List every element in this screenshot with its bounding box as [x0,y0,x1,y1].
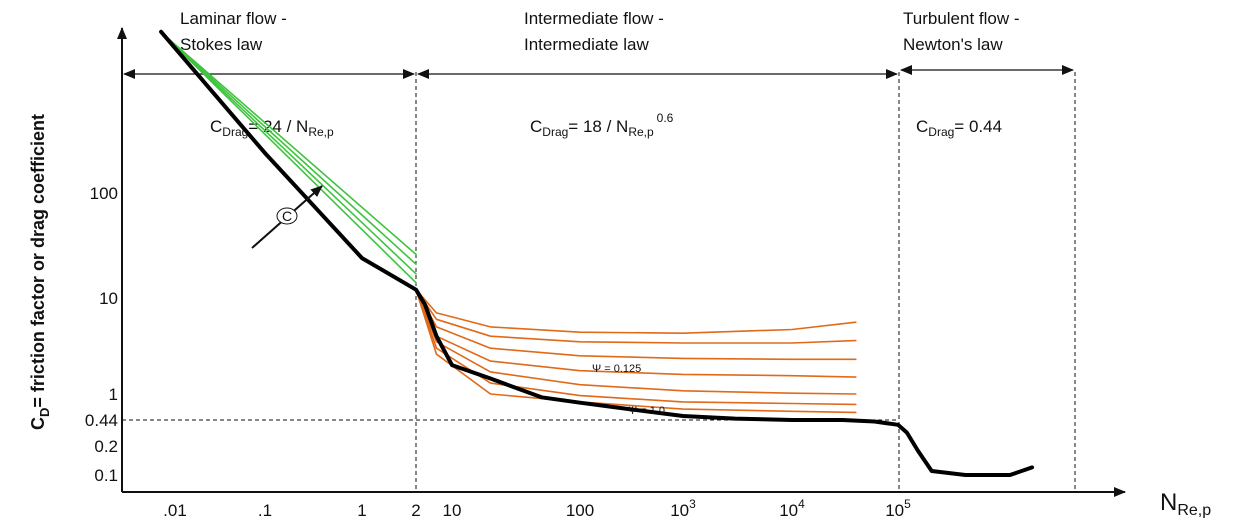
y-tick-label-4: 0.2 [94,437,118,456]
turbulent-title-line2: Newton's law [903,35,1003,54]
y-tick-label-1: 10 [99,289,118,308]
x-axis-label: NRe,p [1160,489,1211,518]
y-tick-label-3: 0.44 [85,411,118,430]
y-tick-label-2: 1 [109,385,118,404]
x-tick-label-8: 105 [885,497,911,518]
series-laminar-4 [160,31,417,256]
series-laminar-1 [160,31,417,284]
laminar-title-line1: Laminar flow - [180,9,287,28]
intermediate-formula: CDrag= 18 / NRe,p0.6 [530,111,674,139]
series-intermediate-6 [415,288,857,344]
turbulent-title-line1: Turbulent flow - [903,9,1020,28]
y-tick-label-0: 100 [90,184,118,203]
x-tick-label-4: 10 [443,501,462,518]
x-tick-label-2: 1 [357,501,366,518]
annotation-layer: Ψ = 0.125 Ψ = 1.0 C [251,185,665,417]
x-tick-label-7: 104 [779,497,805,518]
psi-top-annotation: Ψ = 0.125 [592,363,641,375]
x-tick-label-0: .01 [163,501,187,518]
y-tick-label-5: 0.1 [94,466,118,485]
x-tick-label-3: 2 [411,501,420,518]
tick-label-layer: .01 .1 1 2 10 100 103 104 105 100 10 1 0.44 0.2 0.1 [85,184,911,518]
series-intermediate-10 [415,288,857,406]
intermediate-title-line2: Intermediate law [524,35,649,54]
y-axis-label: CD= friction factor or drag coefficient [28,114,52,430]
x-tick-label-1: .1 [258,501,272,518]
laminar-title-line2: Stokes law [180,35,263,54]
c-arrow-label-bg [276,207,298,225]
series-laminar-3 [160,31,417,266]
x-tick-label-6: 103 [670,497,696,518]
intermediate-title-line1: Intermediate flow - [524,9,664,28]
turbulent-formula: CDrag= 0.44 [916,117,1002,139]
x-tick-label-5: 100 [566,501,594,518]
series-family-layer [160,31,857,414]
c-arrow-label: C [282,208,292,224]
series-sphere-0 [159,29,1035,477]
series-intermediate-5 [415,288,857,335]
series-intermediate-11 [415,288,857,414]
series-laminar-2 [160,31,417,275]
series-intermediate-9 [415,288,857,395]
series-intermediate-7 [415,288,857,361]
psi-bottom-annotation: Ψ = 1.0 [628,405,665,417]
main-curve-layer [159,29,1035,477]
